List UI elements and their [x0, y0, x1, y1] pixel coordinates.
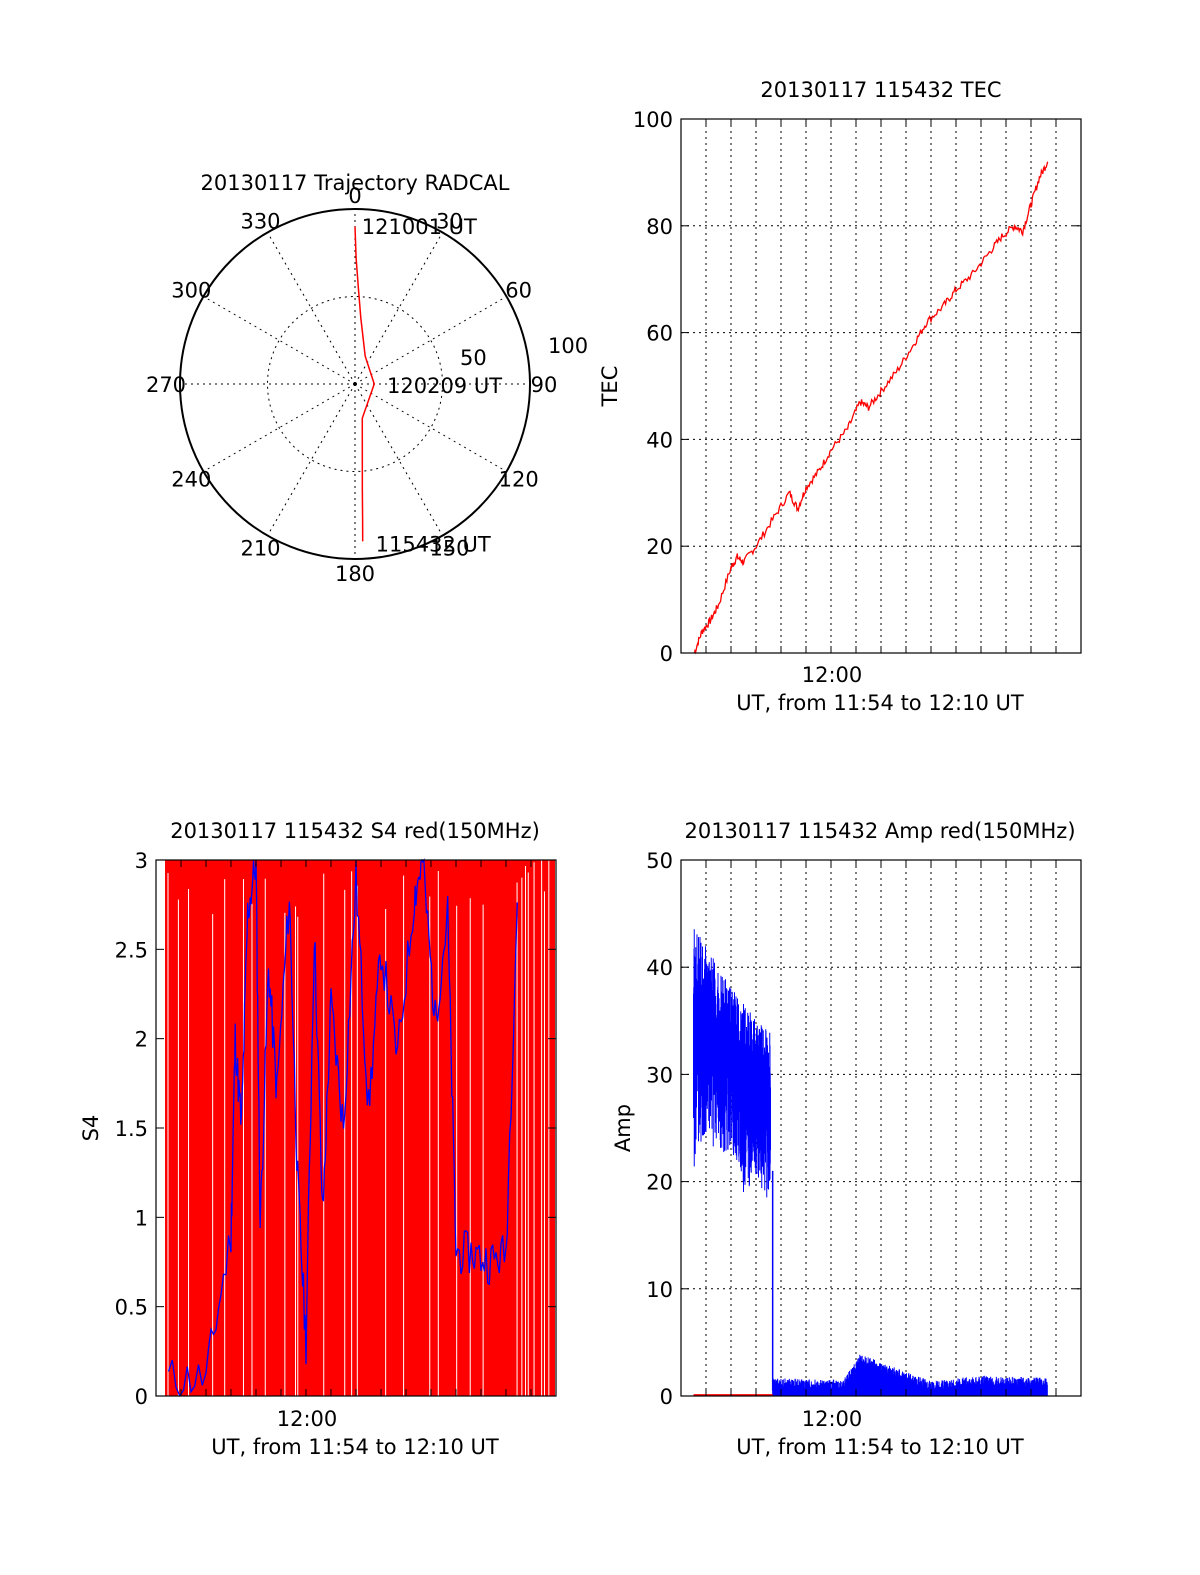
s4-x-tick-label: 12:00: [277, 1407, 338, 1431]
tec-x-tick-label: 12:00: [802, 663, 863, 687]
s4-y-tick-label: 2: [135, 1028, 148, 1052]
tec-y-ticks: 0 20 40 60 80 100: [633, 108, 1081, 666]
tec-y-tick-label: 60: [646, 322, 673, 346]
s4-x-ticks: [155, 860, 557, 1396]
tec-y-tick-label: 80: [646, 215, 673, 239]
amp-x-ticks: [680, 860, 1082, 1396]
tec-y-axis-label: TEC: [598, 366, 622, 408]
tec-plot-frame: [680, 118, 1082, 654]
amp-panel: 20130117 115432 Amp red(150MHz) 0 10 20 30 4…: [611, 819, 1082, 1459]
polar-angle-label: 330: [240, 209, 280, 233]
tec-x-axis-label: UT, from 11:54 to 12:10 UT: [736, 691, 1024, 715]
amp-x-axis-label: UT, from 11:54 to 12:10 UT: [736, 1435, 1024, 1459]
amp-y-tick-label: 50: [646, 849, 673, 873]
polar-angle-label: 60: [505, 279, 532, 303]
polar-spoke: [354, 296, 507, 385]
amp-blue-series: [693, 929, 1048, 1396]
polar-spoke: [203, 383, 356, 472]
trajectory-panel: 20130117 Trajectory RADCAL 0 30 60 90 120 150…: [146, 171, 588, 586]
s4-y-ticks: 0 0.5 1 1.5 2 2.5 3: [115, 849, 556, 1409]
amp-x-tick-label: 12:00: [802, 1407, 863, 1431]
amp-y-tick-label: 0: [660, 1385, 673, 1409]
polar-angle-label: 210: [240, 537, 280, 561]
amp-y-axis-label: Amp: [611, 1104, 635, 1152]
s4-red-series: [165, 860, 555, 1396]
polar-outer-circle: [179, 208, 531, 560]
polar-spoke: [203, 296, 356, 385]
tec-y-tick-label: 40: [646, 428, 673, 452]
s4-y-axis-label: S4: [79, 1115, 103, 1142]
tec-y-tick-label: 0: [660, 642, 673, 666]
tec-title: 20130117 115432 TEC: [760, 78, 1001, 102]
polar-spoke: [354, 383, 507, 472]
polar-angle-label: 0: [348, 184, 361, 208]
amp-y-ticks: 0 10 20 30 40 50: [646, 849, 1081, 1409]
polar-spoke: [354, 383, 443, 536]
polar-track-annotation: 120209 UT: [387, 374, 502, 398]
tec-grid: [681, 119, 1081, 653]
polar-angle-label: 270: [146, 373, 186, 397]
amp-y-tick-label: 10: [646, 1278, 673, 1302]
polar-angle-labels: 0 30 60 90 120 150 180 210 240 270 300 330: [146, 184, 557, 586]
s4-y-tick-label: 1: [135, 1206, 148, 1230]
trajectory-title: 20130117 Trajectory RADCAL: [201, 171, 510, 195]
tec-series-line: [693, 161, 1049, 655]
polar-grid: [180, 209, 530, 559]
amp-y-tick-label: 40: [646, 956, 673, 980]
s4-y-tick-label: 0: [135, 1385, 148, 1409]
s4-y-tick-label: 2.5: [115, 938, 148, 962]
polar-track-line: [354, 226, 376, 542]
polar-angle-label: 150: [429, 537, 469, 561]
polar-angle-label: 300: [171, 279, 211, 303]
polar-angle-label: 120: [499, 468, 539, 492]
polar-angle-label: 30: [436, 209, 463, 233]
s4-panel: 20130117 115432 S4 red(150MHz) 0 0.5 1 1.5 2…: [79, 819, 557, 1459]
s4-y-tick-label: 3: [135, 849, 148, 873]
polar-angle-label: 90: [531, 373, 558, 397]
polar-track-annotation: 121001 UT: [362, 215, 477, 239]
s4-title: 20130117 115432 S4 red(150MHz): [170, 819, 540, 843]
tec-x-ticks: [680, 119, 1082, 653]
s4-y-tick-label: 0.5: [115, 1296, 148, 1320]
tec-y-tick-label: 100: [633, 108, 673, 132]
tec-y-tick-label: 20: [646, 535, 673, 559]
polar-spoke: [354, 232, 443, 385]
s4-blue-series: [167, 857, 518, 1398]
polar-inner-circle: [267, 296, 443, 472]
polar-annotations: 121001 UT 120209 UT 115432 UT: [362, 215, 502, 557]
s4-y-tick-label: 1.5: [115, 1117, 148, 1141]
polar-radius-label-50: 50: [460, 346, 487, 370]
amp-y-tick-label: 30: [646, 1063, 673, 1087]
polar-angle-label: 240: [171, 468, 211, 492]
polar-spoke: [267, 383, 356, 536]
polar-spoke: [267, 232, 356, 385]
amp-title: 20130117 115432 Amp red(150MHz): [684, 819, 1075, 843]
tec-panel: 20130117 115432 TEC 0 20 40 60 80 100 12:00 U…: [598, 78, 1082, 715]
polar-radius-label-100: 100: [548, 334, 588, 358]
amp-y-tick-label: 20: [646, 1171, 673, 1195]
polar-track-annotation: 115432 UT: [376, 532, 491, 556]
s4-x-axis-label: UT, from 11:54 to 12:10 UT: [211, 1435, 499, 1459]
polar-angle-label: 180: [335, 562, 375, 586]
